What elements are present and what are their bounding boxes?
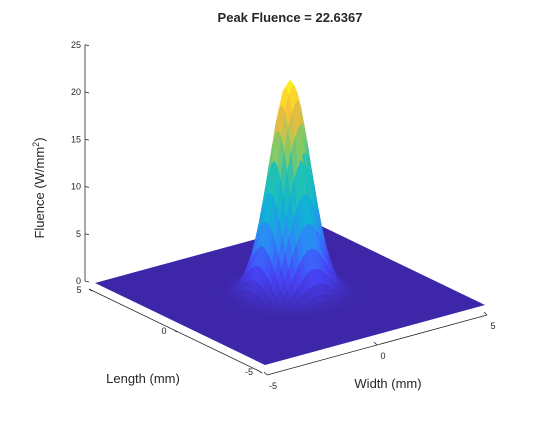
x-tick-mark	[264, 372, 267, 375]
z-tick-mark	[85, 45, 89, 46]
x-tick-mark	[374, 342, 377, 345]
z-tick-label: 10	[71, 182, 81, 192]
z-tick-mark	[85, 234, 89, 235]
z-tick-mark	[85, 139, 89, 140]
z-tick-label: 25	[71, 40, 81, 50]
y-tick-mark	[259, 371, 262, 373]
z-tick-label: 0	[76, 276, 81, 286]
x-tick-label: -5	[269, 381, 277, 391]
z-tick-mark	[85, 281, 89, 282]
x-tick-mark	[484, 312, 487, 315]
chart-title: Peak Fluence = 22.6367	[218, 10, 363, 25]
z-tick-label: 20	[71, 87, 81, 97]
x-tick-label: 5	[490, 321, 495, 331]
z-tick-mark	[85, 187, 89, 188]
fluence-surface	[216, 80, 363, 320]
y-axis-label: Length (mm)	[106, 371, 180, 386]
y-tick-label: 0	[161, 326, 166, 336]
z-axis-label: Fluence (W/mm2)	[31, 137, 47, 238]
z-tick-label: 5	[76, 229, 81, 239]
z-tick-label: 15	[71, 134, 81, 144]
z-tick-mark	[85, 92, 89, 93]
x-tick-label: 0	[380, 351, 385, 361]
x-axis-label: Width (mm)	[354, 376, 421, 391]
y-tick-label: -5	[245, 367, 253, 377]
z-axis-label-close: )	[32, 137, 47, 141]
z-axis-label-main: Fluence (W/mm	[32, 147, 47, 239]
y-tick-label: 5	[76, 285, 81, 295]
